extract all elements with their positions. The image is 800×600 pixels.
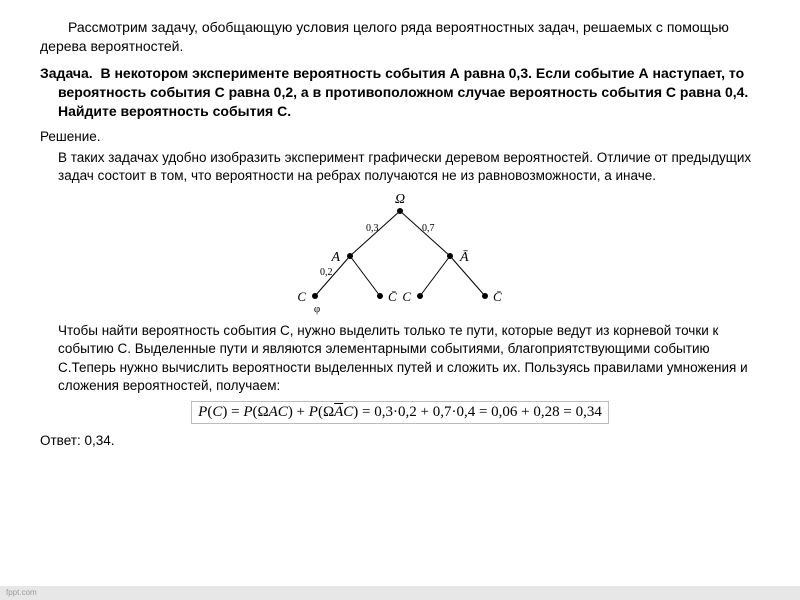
node-abar: Ā — [459, 249, 469, 265]
edge-a: 0,3 — [366, 223, 379, 234]
footer-credit: fppt.com — [0, 586, 800, 600]
formula-block: P(C) = P(ΩAC) + P(ΩAC) = 0,3·0,2 + 0,7·0… — [40, 401, 760, 424]
leaf-ac: C — [297, 289, 306, 304]
edge-a-c: 0,2 — [320, 267, 333, 278]
problem-statement: Задача. В некотором эксперименте вероятн… — [40, 64, 760, 121]
intro-text: Рассмотрим задачу, обобщающую условия це… — [40, 18, 760, 56]
leaf-ac-phi: φ — [314, 303, 320, 315]
solution-p1: В таких задачах удобно изобразить экспер… — [40, 149, 760, 185]
problem-label: Задача. — [40, 65, 93, 81]
formula-text: P(C) = P(ΩAC) + P(ΩAC) = 0,3·0,2 + 0,7·0… — [191, 401, 609, 424]
node-a: A — [330, 250, 340, 265]
leaf-abar-cbar: C̄ — [493, 289, 502, 304]
answer-line: Ответ: 0,34. — [40, 432, 760, 450]
problem-text: В некотором эксперименте вероятность соб… — [58, 65, 748, 119]
answer-label: Ответ: — [40, 433, 81, 448]
edge-abar: 0,7 — [422, 223, 435, 234]
explanation-text: Чтобы найти вероятность события С, нужно… — [40, 322, 760, 395]
leaf-abar-c: C — [402, 289, 411, 304]
solution-label: Решение. — [40, 128, 760, 146]
answer-value: 0,34. — [84, 433, 114, 448]
tree-root-label: Ω — [395, 192, 405, 207]
leaf-acbar: C̄ — [388, 289, 397, 304]
probability-tree: Ω 0,3 0,7 A Ā 0,2 C φ C̄ — [40, 191, 760, 316]
slide-content: Рассмотрим задачу, обобщающую условия це… — [0, 0, 800, 460]
